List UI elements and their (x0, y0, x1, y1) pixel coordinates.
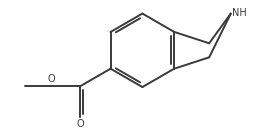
Text: O: O (77, 119, 84, 129)
Text: NH: NH (232, 8, 247, 18)
Text: O: O (47, 74, 55, 84)
